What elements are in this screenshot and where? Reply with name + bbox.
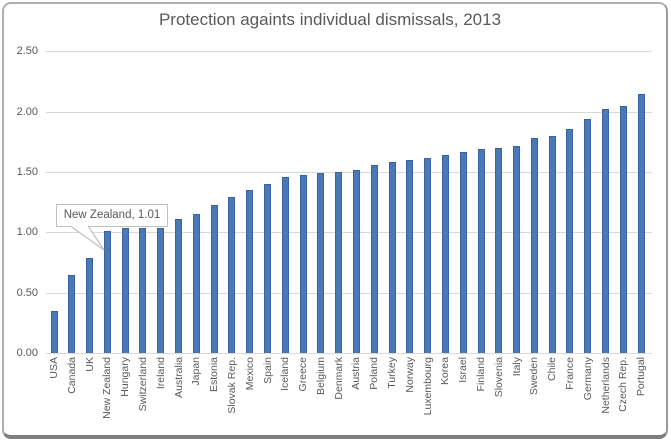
x-axis-label: Iceland (279, 357, 292, 391)
bar-uk (86, 257, 94, 353)
gridline (46, 111, 652, 113)
bar-netherlands (602, 109, 609, 353)
bar-slovak-rep (228, 197, 236, 353)
x-axis-label: Italy (510, 357, 523, 377)
data-label-text: New Zealand, 1.01 (63, 209, 161, 221)
x-axis-label: Denmark (332, 357, 345, 400)
x-axis-label: Israel (457, 357, 470, 383)
x-axis-label: Hungary (119, 357, 132, 397)
bar-chile (548, 135, 556, 353)
y-axis-tick-label: 2.00 (16, 105, 38, 118)
x-axis-label: Poland (368, 357, 381, 390)
bar-new-zealand (103, 231, 111, 353)
x-axis-label: Chile (546, 357, 559, 381)
x-axis-label: Turkey (386, 357, 398, 389)
x-axis-label: UK (83, 357, 96, 372)
gridline (46, 172, 652, 173)
bar-spain (264, 184, 271, 353)
bar-turkey (388, 162, 396, 353)
x-axis-label: Ireland (154, 357, 167, 390)
bar-ireland (157, 227, 165, 353)
x-axis-label: Germany (581, 357, 594, 401)
x-axis-label: France (563, 357, 576, 390)
y-axis-tick-label: 2.50 (16, 45, 38, 58)
y-axis-tick-label: 1.00 (16, 226, 38, 239)
bar-germany (584, 119, 592, 353)
bar-finland (477, 149, 485, 353)
bar-hungary (121, 227, 129, 353)
bar-belgium (317, 173, 325, 353)
x-axis-label: Czech Rep. (617, 357, 630, 412)
bar-estonia (210, 204, 218, 353)
x-axis-label: Canada (65, 357, 78, 394)
x-axis-label: Spain (261, 357, 274, 384)
bar-norway (406, 160, 414, 353)
data-label-callout: New Zealand, 1.01 (56, 204, 168, 227)
gridline (46, 353, 652, 354)
bar-poland (370, 164, 378, 353)
x-axis-label: Slovenia (492, 357, 505, 398)
bar-usa (50, 310, 58, 353)
chart-title: Protection againts individual dismissals… (158, 10, 502, 29)
gridline (46, 51, 652, 53)
x-axis-label: Greece (297, 357, 310, 392)
bar-greece (299, 174, 307, 353)
x-axis-label: New Zealand (101, 357, 114, 419)
bar-canada (68, 274, 76, 353)
x-axis-label: Portugal (635, 357, 648, 397)
bar-portugal (637, 93, 645, 353)
x-axis-label: Mexico (243, 357, 256, 391)
x-axis-label: Sweden (528, 357, 541, 395)
bar-korea (441, 155, 449, 353)
bar-czech-rep (619, 105, 627, 353)
x-axis-label: Austria (350, 357, 363, 390)
x-axis-label: Estonia (208, 357, 221, 393)
x-axis-label: Finland (475, 357, 487, 392)
x-axis-label: Belgium (314, 357, 327, 395)
x-axis-label: Netherlands (599, 357, 612, 414)
y-axis-tick-label: 0.50 (16, 286, 38, 299)
x-axis-label: USA (48, 357, 60, 379)
bar-mexico (246, 190, 254, 353)
bar-israel (459, 151, 467, 353)
y-axis-tick-label: 0.00 (16, 347, 38, 359)
x-axis-label: Australia (172, 357, 185, 398)
bar-australia (175, 219, 182, 353)
bar-sweden (530, 138, 538, 353)
bar-denmark (335, 172, 343, 353)
gridline (46, 232, 652, 234)
y-axis-tick-label: 1.50 (16, 166, 38, 178)
bar-switzerland (139, 227, 147, 353)
x-axis-label: Norway (403, 357, 416, 393)
x-axis-label: Switzerland (136, 357, 149, 412)
x-axis-label: Slovak Rep. (225, 357, 238, 414)
bar-japan (192, 214, 200, 353)
bar-slovenia (495, 147, 503, 353)
bar-luxembourg (424, 157, 432, 353)
bar-austria (352, 169, 360, 353)
gridline (46, 292, 652, 294)
x-axis-label: Japan (190, 357, 203, 386)
x-axis-label: Korea (439, 357, 452, 386)
x-axis-label: Luxembourg (421, 357, 434, 416)
bar-france (566, 128, 574, 353)
bar-iceland (281, 176, 289, 353)
bar-italy (513, 145, 520, 353)
